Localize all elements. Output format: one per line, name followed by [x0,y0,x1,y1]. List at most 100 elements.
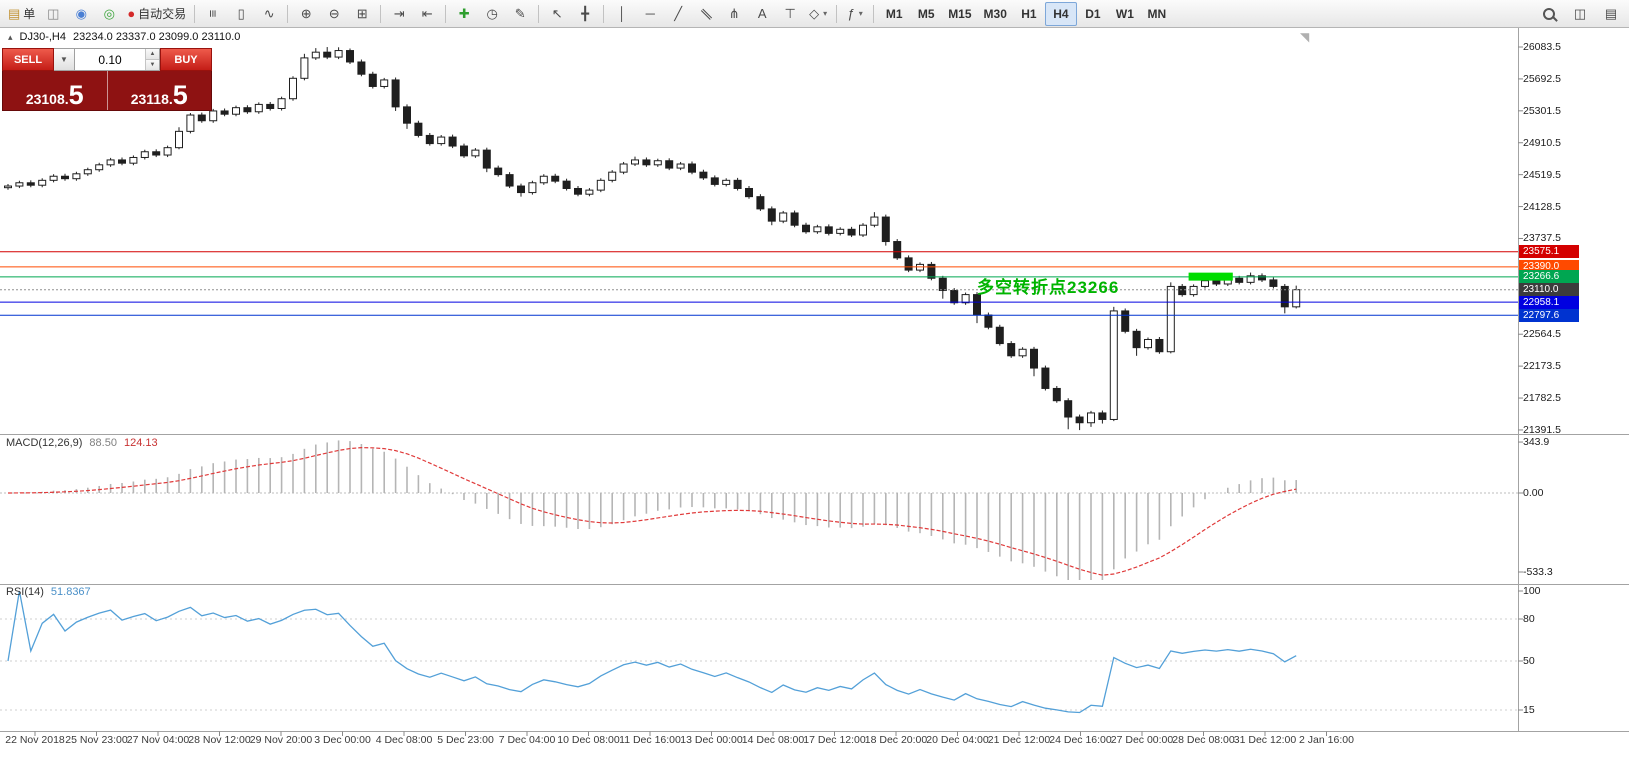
candle-body [722,179,731,185]
zoom-out-button[interactable]: ⊖ [320,2,348,26]
candle-body [1132,330,1141,349]
candle-body [1292,289,1301,308]
price-badge[interactable]: 23266.6 [1519,270,1579,284]
tf-w1-label: W1 [1115,6,1134,21]
tf-m30-button[interactable]: M30 [978,2,1013,26]
candle-body [1052,387,1061,402]
horizontal-line-tool-button[interactable]: ─ [636,2,664,26]
horizontal-line-tool-icon: ─ [645,6,655,21]
sell-price[interactable]: 23108. 5 [3,71,108,110]
scroll-end-marker[interactable]: ◥ [1300,30,1310,44]
tf-m1-button[interactable]: M1 [878,2,910,26]
toolbar-separator [380,4,382,23]
charts-list-button[interactable]: ◫ [39,2,67,26]
period-clock-button[interactable]: ◷ [478,2,506,26]
sell-price-big: 5 [68,80,84,110]
candle-body [334,50,343,58]
candle-body [72,173,81,180]
price-badge[interactable]: 23575.1 [1519,245,1579,259]
auto-scroll-icon: ⇥ [393,5,405,21]
new-order-button[interactable]: ▤ 单 [4,2,39,26]
panels-toggle-button[interactable]: ▤ [1597,2,1625,26]
charts-list-icon: ◫ [47,5,60,21]
label-tool-button[interactable]: ⊤ [776,2,804,26]
auto-scroll-button[interactable]: ⇥ [385,2,413,26]
chart-canvas[interactable] [0,28,1629,777]
price-badge[interactable]: 23390.0 [1519,260,1579,274]
tile-windows-button[interactable]: ⊞ [348,2,376,26]
tf-w1-button[interactable]: W1 [1109,2,1141,26]
candle-body [802,224,810,233]
buy-price[interactable]: 23118. 5 [108,71,212,110]
volume-dropdown-button[interactable]: ▼ [54,48,75,71]
tf-h4-button[interactable]: H4 [1044,1,1077,26]
trade-panel-prices: 23108. 5 23118. 5 [2,71,212,111]
price-badge[interactable]: 23110.0 [1519,283,1579,297]
expand-icon[interactable]: ▴ [8,31,13,42]
zoom-in-icon: ⊕ [300,5,312,21]
candle-body [1064,400,1073,418]
channel-tool-button[interactable]: ∥ [692,2,720,26]
candle-body [676,163,685,169]
tf-m1-label: M1 [885,6,903,21]
autotrading-button[interactable]: ● 自动交易 [123,2,190,26]
candle-body [653,160,662,166]
cursor-tool-button[interactable]: ↖ [543,2,571,26]
shapes-tool-button[interactable]: ◇ ▾ [804,2,832,26]
candle-body [813,226,822,233]
vertical-line-tool-button[interactable]: │ [608,2,636,26]
toolbar-separator [538,4,540,23]
buy-button[interactable]: BUY [160,48,212,71]
tf-mn-button[interactable]: MN [1141,2,1173,26]
tf-mn-label: MN [1147,6,1167,21]
ohlc-values: 23234.0 23337.0 23099.0 23110.0 [73,31,241,43]
candlestick-mode-button[interactable]: ▯ [227,2,255,26]
period-clock-icon: ◷ [486,5,498,21]
candle-body [1189,285,1198,296]
candle-body [300,57,309,79]
candle-body [881,216,890,243]
candle-body [1166,285,1175,353]
trendline-tool-button[interactable]: ╱ [664,2,692,26]
templates-button[interactable]: ✎ [506,2,534,26]
tile-windows-icon: ⊞ [356,5,368,21]
price-axis-label: 23737.5 [1523,232,1561,245]
volume-input[interactable] [75,49,145,70]
candle-body [904,257,913,271]
community-button[interactable]: ◎ [95,2,123,26]
toolbar-separator [603,4,605,23]
sell-button[interactable]: SELL [2,48,54,71]
chart-shift-button[interactable]: ⇤ [413,2,441,26]
zoom-in-button[interactable]: ⊕ [292,2,320,26]
text-tool-button[interactable]: A [748,2,776,26]
vertical-line-tool-icon: │ [618,6,627,21]
volume-decrease-button[interactable]: ▼ [146,60,159,70]
search-button[interactable] [1535,2,1563,26]
candle-body [311,51,320,59]
candle-body [950,290,959,304]
line-chart-mode-button[interactable]: ∿ [255,2,283,26]
new-chart-button[interactable]: ✚ [450,2,478,26]
tf-m15-button[interactable]: M15 [942,2,977,26]
indicators-list-icon: ƒ [847,6,855,21]
text-tool-icon: A [757,6,767,21]
candle-body [1258,275,1266,281]
profile-button[interactable]: ◉ [67,2,95,26]
data-window-button[interactable]: ◫ [1566,2,1594,26]
tf-d1-button[interactable]: D1 [1077,2,1109,26]
tf-m30-label: M30 [983,6,1007,21]
indicators-list-button[interactable]: ƒ ▾ [841,2,869,26]
tf-m5-button[interactable]: M5 [910,2,942,26]
bar-chart-mode-button[interactable]: ≡ [199,2,227,26]
candle-body [118,159,126,164]
highlight-box[interactable] [1188,272,1233,281]
price-badge[interactable]: 22958.1 [1519,295,1579,309]
chart-region[interactable]: ▴ DJ30-,H4 23234.0 23337.0 23099.0 23110… [0,28,1629,777]
crosshair-tool-button[interactable]: ╋ [571,2,599,26]
volume-increase-button[interactable]: ▲ [146,49,159,60]
turning-point-annotation[interactable]: 多空转折点23266 [977,278,1120,297]
pitchfork-tool-button[interactable]: ⋔ [720,2,748,26]
rsi-scale-label: 50 [1523,655,1535,667]
tf-h1-button[interactable]: H1 [1013,2,1045,26]
price-badge[interactable]: 22797.6 [1519,308,1579,322]
